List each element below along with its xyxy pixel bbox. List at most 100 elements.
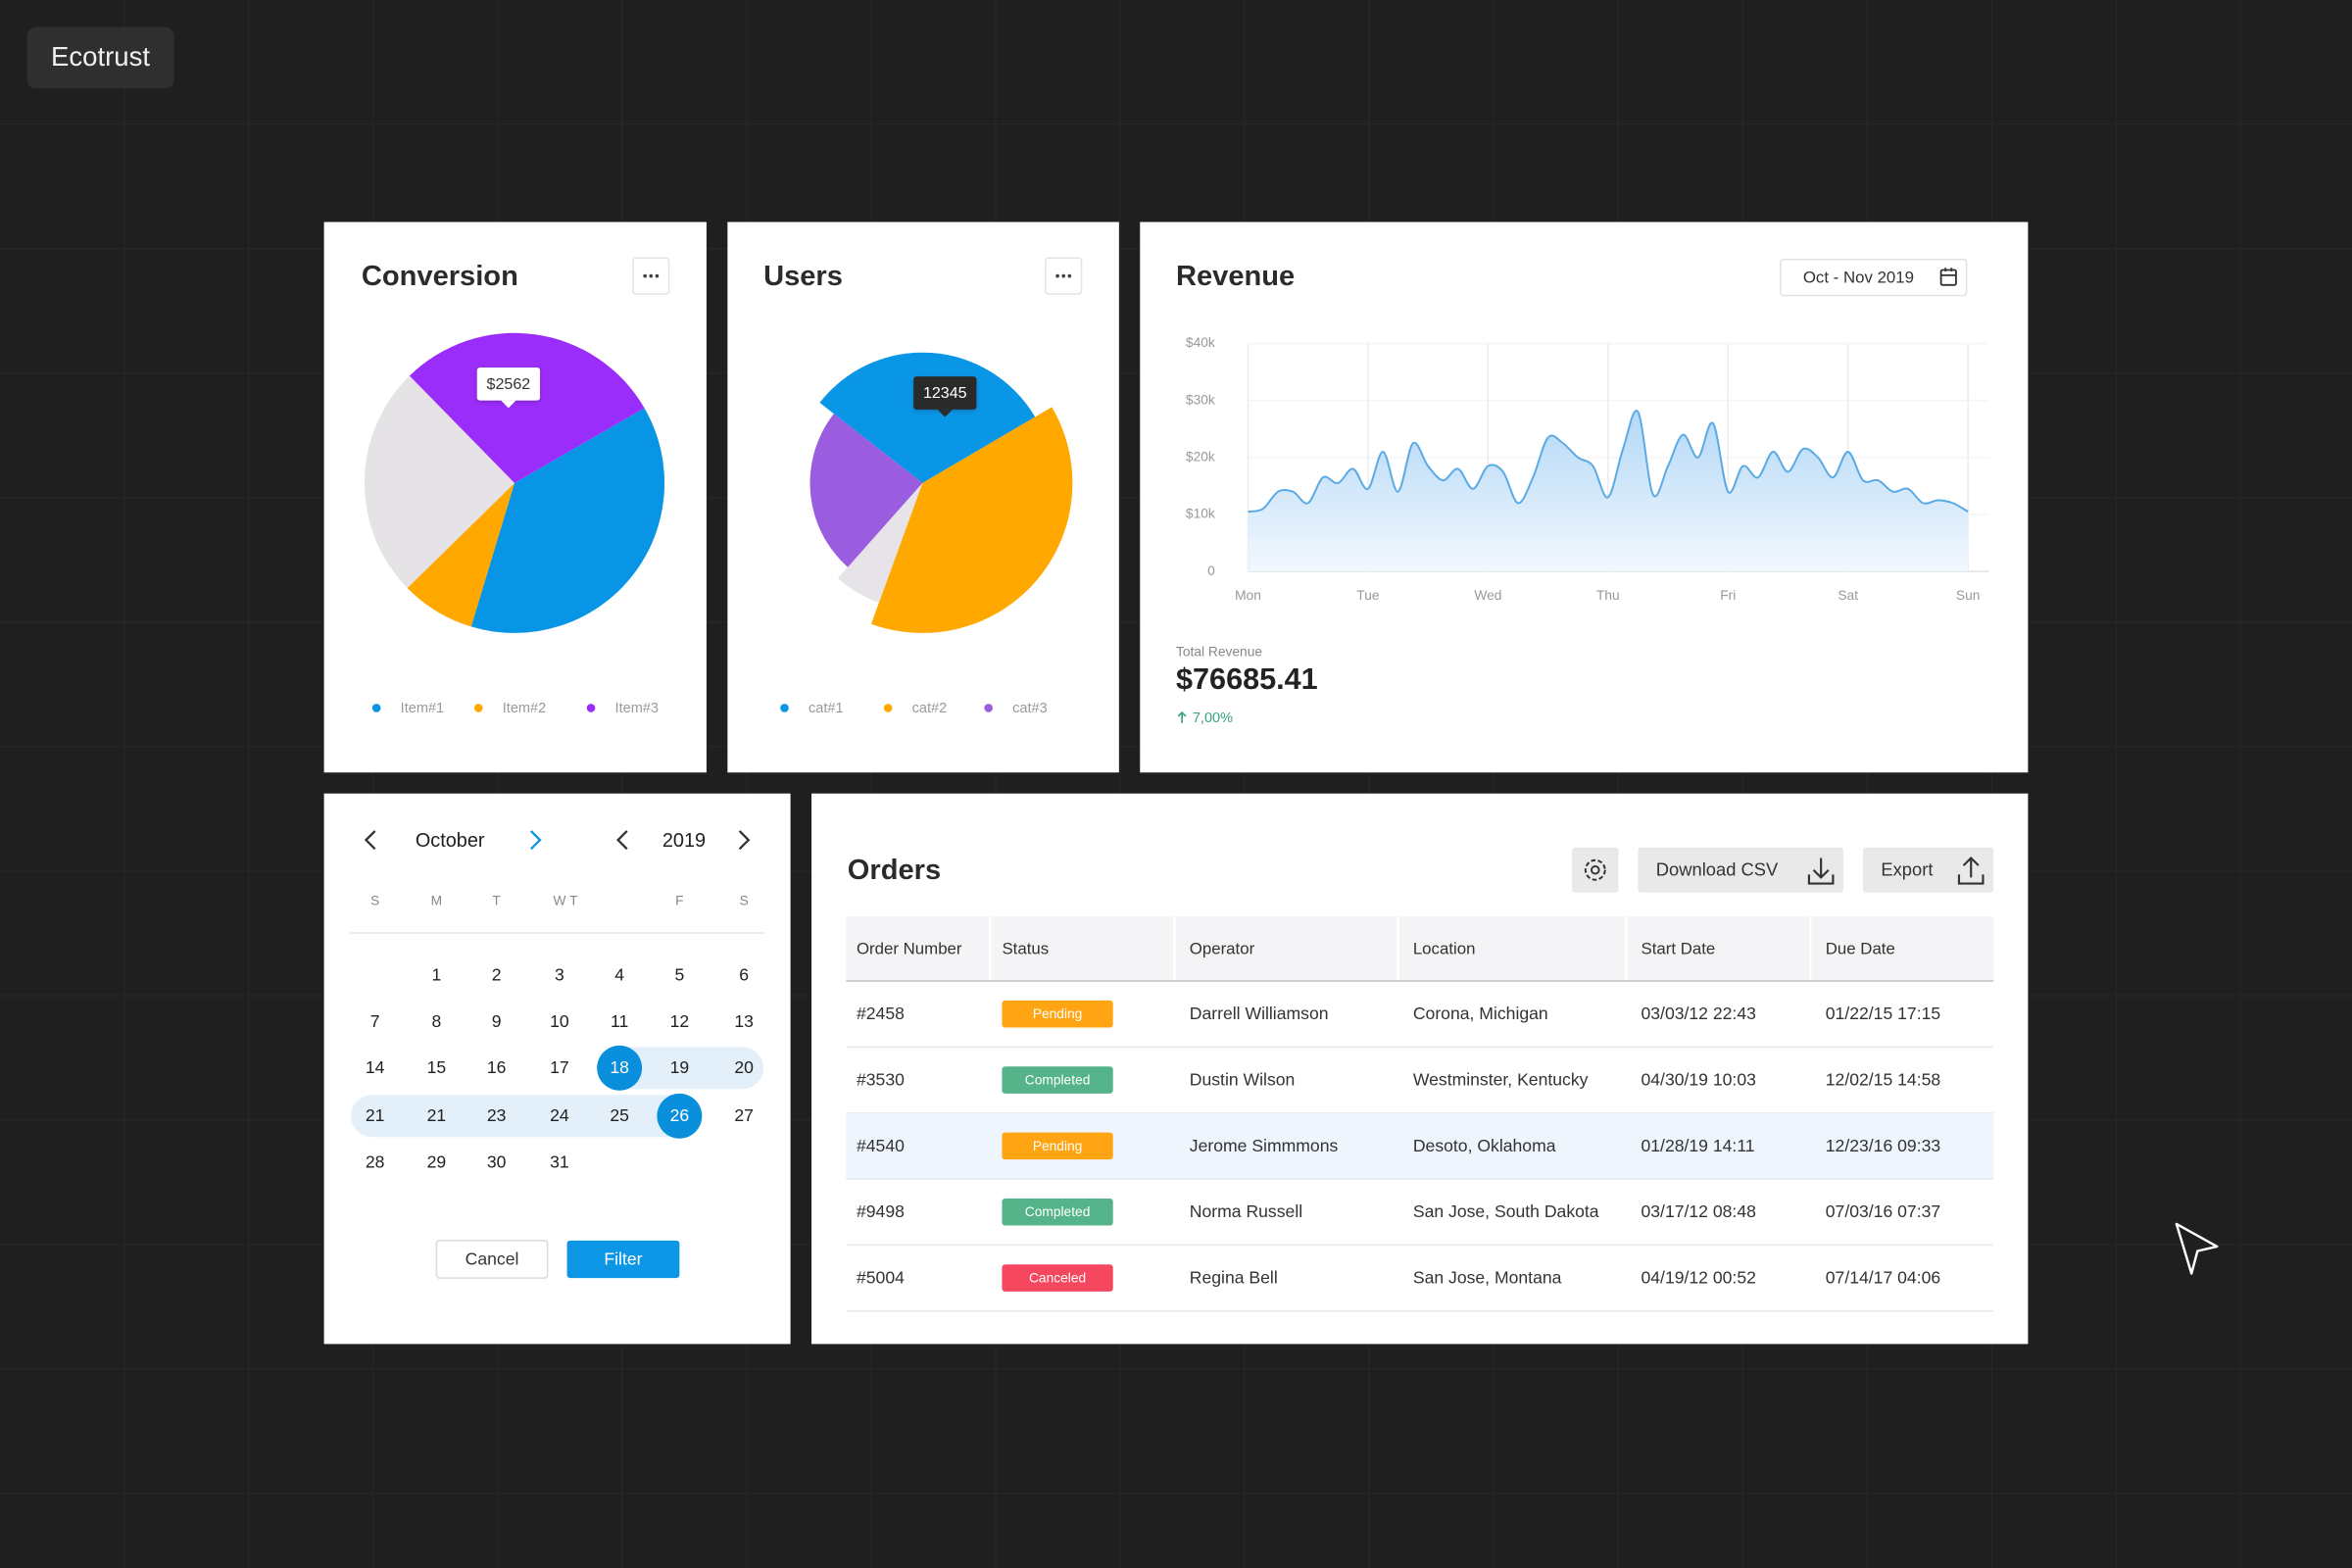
- cursor: [2175, 1222, 2219, 1275]
- column-header: Status: [1002, 939, 1049, 957]
- legend-label: Item#3: [615, 701, 659, 716]
- weekday: M: [431, 894, 442, 908]
- y-tick-label: 0: [1207, 564, 1215, 578]
- day[interactable]: 3: [555, 964, 564, 984]
- x-tick-label: Thu: [1596, 588, 1620, 603]
- range-highlight: [351, 1095, 703, 1138]
- legend-label: cat#2: [912, 701, 948, 716]
- tooltip-pointer: [937, 409, 953, 417]
- day[interactable]: 21: [366, 1105, 385, 1125]
- table-cell: 03/03/12 22:43: [1641, 1004, 1756, 1023]
- next-year[interactable]: [738, 830, 751, 851]
- day[interactable]: 10: [550, 1011, 569, 1031]
- day[interactable]: 26: [670, 1105, 690, 1125]
- table-cell: 12/02/15 14:58: [1826, 1069, 1941, 1089]
- legend-label: Item#1: [401, 701, 444, 716]
- tooltip-pointer: [501, 400, 516, 409]
- day[interactable]: 27: [734, 1105, 754, 1125]
- day[interactable]: 30: [487, 1152, 507, 1172]
- table-cell: #4540: [857, 1136, 905, 1155]
- tooltip: $2562: [476, 368, 541, 409]
- day[interactable]: 15: [427, 1057, 447, 1077]
- day[interactable]: 25: [610, 1105, 629, 1125]
- day[interactable]: 7: [370, 1011, 380, 1031]
- x-tick-label: Sat: [1838, 588, 1858, 603]
- x-tick-label: Sun: [1956, 588, 1981, 603]
- tooltip-text: 12345: [923, 384, 967, 402]
- day[interactable]: 28: [366, 1152, 385, 1172]
- table-cell: Westminster, Kentucky: [1413, 1069, 1589, 1089]
- table-cell: #3530: [857, 1069, 905, 1089]
- prev-year[interactable]: [615, 830, 628, 851]
- legend-dot: [984, 704, 993, 712]
- day[interactable]: 11: [611, 1011, 628, 1031]
- status-text: Canceled: [1029, 1270, 1086, 1285]
- card-title: Conversion: [362, 261, 518, 292]
- column-header: Location: [1413, 939, 1476, 957]
- table-cell: #5004: [857, 1268, 905, 1288]
- weekday: W T: [554, 894, 579, 908]
- day[interactable]: 5: [674, 964, 684, 984]
- day[interactable]: 13: [734, 1011, 754, 1031]
- filter-button[interactable]: Filter: [566, 1240, 680, 1279]
- area: [1248, 411, 1969, 572]
- legend-label: Item#2: [503, 701, 546, 716]
- day[interactable]: 12: [670, 1011, 690, 1031]
- day[interactable]: 4: [614, 964, 624, 984]
- download-button[interactable]: Download CSV: [1638, 847, 1844, 893]
- badge: [26, 26, 174, 89]
- status-badge: [1002, 1198, 1113, 1226]
- menu-button[interactable]: [632, 257, 670, 295]
- x-tick-label: Mon: [1235, 588, 1261, 603]
- x-tick-label: Tue: [1356, 588, 1380, 603]
- menu-button[interactable]: [1045, 257, 1083, 295]
- next-month[interactable]: [530, 830, 542, 851]
- pie-slice: [407, 482, 514, 627]
- day[interactable]: 18: [610, 1057, 629, 1077]
- legend-label: cat#1: [808, 701, 844, 716]
- change: 7,00%: [1193, 710, 1233, 726]
- day[interactable]: 16: [487, 1057, 507, 1077]
- date-picker[interactable]: [1780, 259, 1968, 297]
- tooltip: 12345: [913, 376, 977, 417]
- line: [1248, 410, 1969, 514]
- y-tick-label: $20k: [1186, 449, 1215, 464]
- table-cell: #9498: [857, 1201, 905, 1221]
- day[interactable]: 20: [734, 1057, 754, 1077]
- table-cell: 03/17/12 08:48: [1641, 1201, 1756, 1221]
- cancel-button[interactable]: Cancel: [435, 1240, 549, 1279]
- day[interactable]: 29: [427, 1152, 447, 1172]
- badge-text: Ecotrust: [51, 41, 150, 72]
- selected-day: [597, 1045, 643, 1091]
- day[interactable]: 21: [427, 1105, 447, 1125]
- table-cell: Darrell Williamson: [1190, 1004, 1329, 1023]
- day[interactable]: 17: [550, 1057, 569, 1077]
- day[interactable]: 1: [432, 964, 442, 984]
- table-cell: Dustin Wilson: [1190, 1069, 1296, 1089]
- day[interactable]: 9: [492, 1011, 502, 1031]
- export-button[interactable]: Export: [1863, 847, 1994, 893]
- settings-button[interactable]: [1572, 847, 1619, 893]
- table-cell: 01/28/19 14:11: [1641, 1136, 1754, 1155]
- y-tick-label: $30k: [1186, 392, 1215, 407]
- status-badge: [1002, 1132, 1113, 1160]
- y-tick-label: $40k: [1186, 335, 1215, 350]
- column-header: Start Date: [1641, 939, 1715, 957]
- table-cell: 07/14/17 04:06: [1826, 1268, 1941, 1288]
- day[interactable]: 8: [432, 1011, 442, 1031]
- day[interactable]: 19: [670, 1057, 690, 1077]
- pie-slice: [819, 352, 1036, 483]
- total-label: Total Revenue: [1176, 644, 1262, 659]
- status-badge: [1002, 1066, 1113, 1094]
- day[interactable]: 6: [739, 964, 749, 984]
- table-header: [846, 916, 1994, 982]
- day[interactable]: 24: [550, 1105, 569, 1125]
- day[interactable]: 2: [492, 964, 502, 984]
- day[interactable]: 23: [487, 1105, 507, 1125]
- prev-month[interactable]: [364, 830, 376, 851]
- day[interactable]: 14: [366, 1057, 385, 1077]
- y-tick-label: $10k: [1186, 507, 1215, 521]
- day[interactable]: 31: [550, 1152, 569, 1172]
